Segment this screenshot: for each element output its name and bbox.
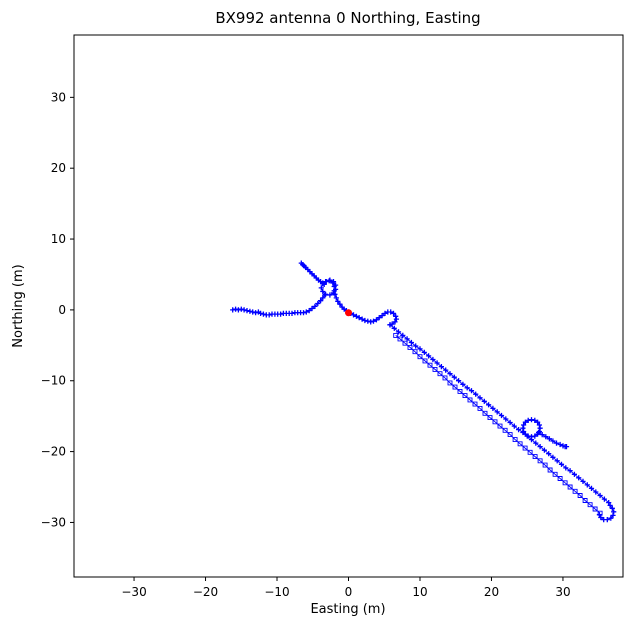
x-tick-label: 0 [345, 585, 353, 599]
y-tick-label: 30 [51, 90, 66, 104]
y-tick-label: −10 [41, 374, 66, 388]
y-tick-label: 10 [51, 232, 66, 246]
x-tick-label: 30 [555, 585, 570, 599]
series-markers [230, 292, 328, 318]
series-west-leg [230, 292, 328, 318]
x-tick-label: −20 [193, 585, 218, 599]
x-axis-ticks: −30 −20 −10 0 10 20 30 [121, 577, 571, 599]
y-tick-label: −20 [41, 445, 66, 459]
x-tick-label: −10 [264, 585, 289, 599]
y-axis-label: Northing (m) [11, 264, 26, 347]
axes-frame [73, 34, 624, 578]
y-tick-label: 0 [58, 303, 66, 317]
series-end-stub [536, 429, 570, 450]
series-line [389, 324, 609, 503]
series-markers [596, 502, 617, 523]
series-turnaround [596, 502, 617, 523]
y-tick-label: −30 [41, 515, 66, 529]
series-northwest-leg [298, 260, 352, 315]
track-series [230, 260, 617, 523]
origin-marker [345, 309, 352, 317]
x-tick-label: 20 [484, 585, 499, 599]
x-axis-label: Easting (m) [310, 602, 385, 617]
series-markers [520, 417, 543, 440]
y-axis-ticks: −30 −20 −10 0 10 20 30 [41, 90, 74, 529]
x-tick-label: 10 [412, 585, 427, 599]
series-markers [298, 260, 352, 315]
series-markers [536, 429, 570, 450]
series-return-lower [393, 332, 603, 516]
series-line [395, 335, 601, 514]
y-tick-label: 20 [51, 161, 66, 175]
series-markers [393, 332, 603, 516]
series-markers [387, 322, 612, 506]
chart-title: BX992 antenna 0 Northing, Easting [215, 9, 480, 27]
series-spiral-loop [520, 417, 543, 440]
series-outbound-upper [387, 322, 612, 506]
x-tick-label: −30 [121, 585, 146, 599]
